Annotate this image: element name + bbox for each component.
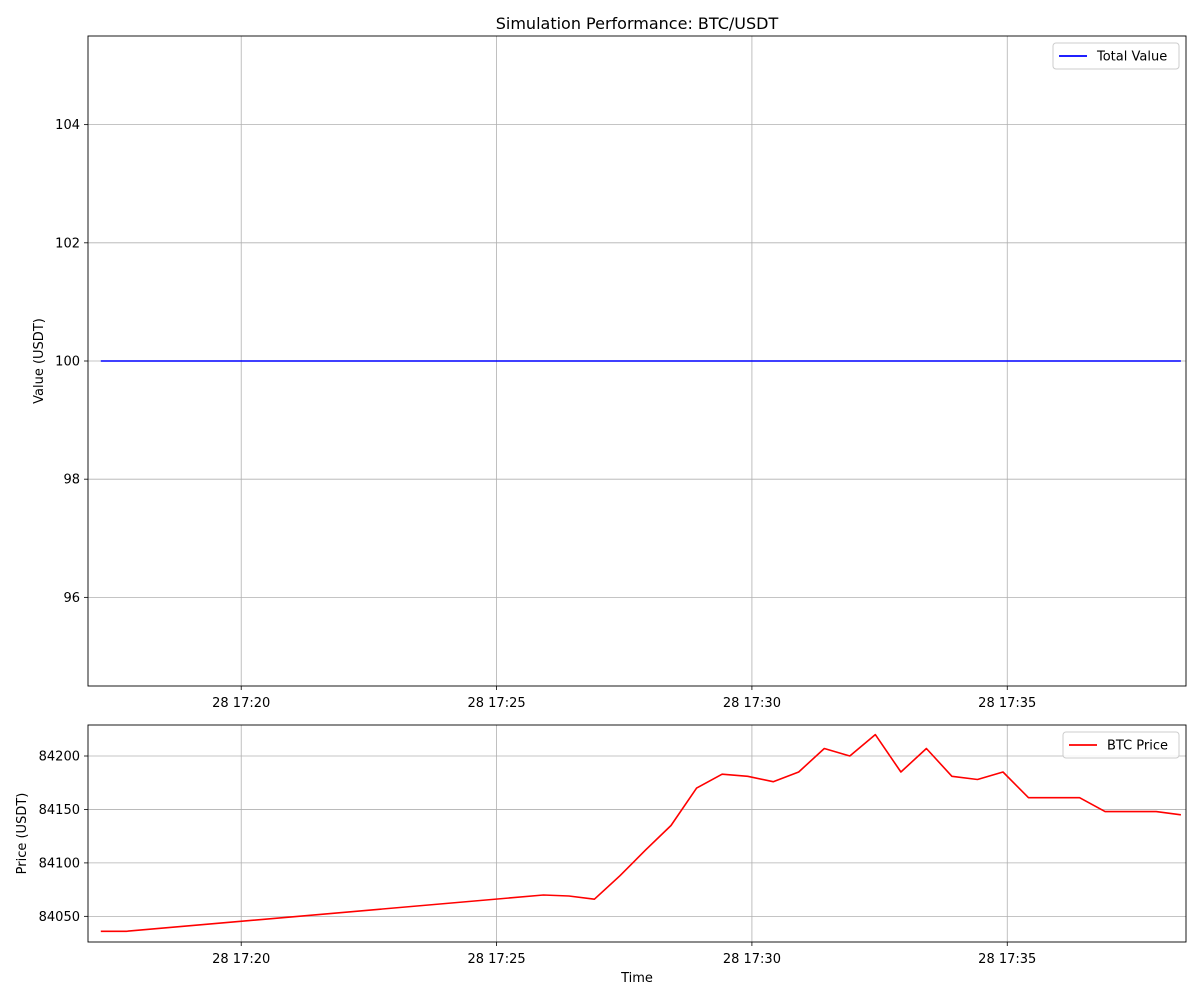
legend-label: Total Value: [1096, 50, 1167, 65]
price-chart: 28 17:20 28 17:25 28 17:30 28 17:35 8405084…: [15, 724, 1187, 967]
x-tick-label: 28 17:25: [467, 952, 525, 967]
legend-box: [1052, 42, 1180, 70]
legend-box: [1062, 731, 1180, 759]
x-tick-label: 28 17:30: [723, 952, 781, 967]
y-tick-label: 96: [63, 591, 80, 606]
y-tick-label: 104: [55, 118, 80, 133]
figure-title: Simulation Performance: BTC/USDT: [496, 14, 779, 33]
x-tick-label: 28 17:35: [978, 696, 1036, 711]
y-tick-label: 84200: [39, 750, 80, 765]
price-chart-frame: [87, 724, 1187, 943]
x-tick-label: 28 17:30: [723, 696, 781, 711]
x-tick-label: 28 17:35: [978, 952, 1036, 967]
value-chart-legend: Total Value: [1052, 42, 1180, 70]
value-chart-y-ticks: 96 98 100 102 104: [55, 118, 88, 606]
x-axis-label: Time: [620, 971, 653, 986]
series-line-0: [100, 733, 1182, 933]
price-chart-y-ticks: 84050 84100 84150 84200: [39, 750, 88, 925]
y-tick-label: 98: [63, 473, 80, 488]
y-tick-label: 84050: [39, 910, 80, 925]
x-tick-label: 28 17:25: [467, 696, 525, 711]
price-chart-series: [100, 733, 1182, 933]
y-tick-label: 84150: [39, 803, 80, 818]
x-tick-label: 28 17:20: [212, 952, 270, 967]
y-tick-label: 84100: [39, 856, 80, 871]
price-chart-grid: [88, 725, 1186, 942]
value-chart: 28 17:20 28 17:25 28 17:30 28 17:35 96 98 100…: [32, 35, 1187, 711]
y-tick-label: 102: [55, 236, 80, 251]
price-chart-legend: BTC Price: [1062, 731, 1180, 759]
value-chart-x-ticks: 28 17:20 28 17:25 28 17:30 28 17:35: [212, 686, 1036, 711]
y-tick-label: 100: [55, 355, 80, 370]
value-chart-y-axis-label: Value (USDT): [32, 318, 47, 404]
legend-label: BTC Price: [1107, 739, 1168, 754]
price-chart-x-ticks: 28 17:20 28 17:25 28 17:30 28 17:35: [212, 942, 1036, 967]
price-chart-y-axis-label: Price (USDT): [15, 793, 30, 875]
x-tick-label: 28 17:20: [212, 696, 270, 711]
